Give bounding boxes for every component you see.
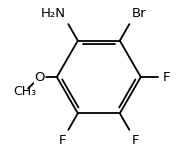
- Text: CH₃: CH₃: [13, 85, 36, 98]
- Text: Br: Br: [132, 7, 146, 20]
- Text: H₂N: H₂N: [41, 7, 66, 20]
- Text: F: F: [58, 134, 66, 147]
- Text: F: F: [132, 134, 139, 147]
- Text: F: F: [163, 71, 170, 83]
- Text: O: O: [34, 71, 45, 83]
